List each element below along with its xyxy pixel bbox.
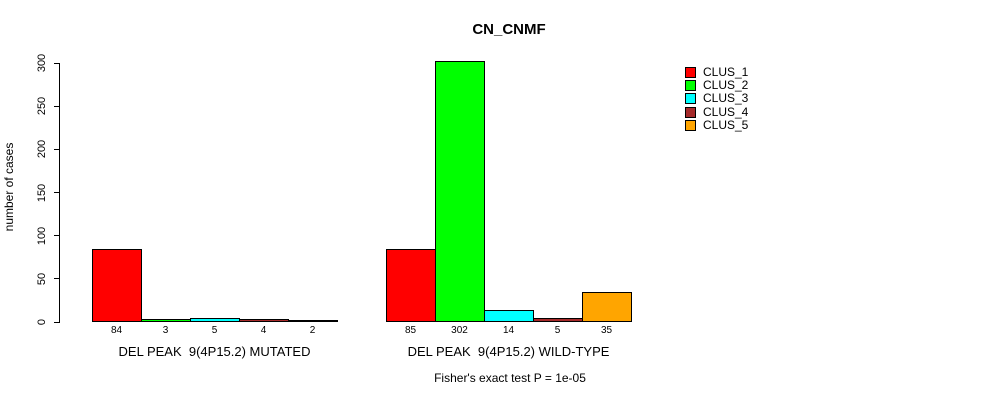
legend-label: CLUS_2 [703, 78, 749, 93]
group-label: DEL PEAK 9(4P15.2) WILD-TYPE [407, 344, 610, 359]
y-tick-label: 200 [36, 140, 48, 159]
legend-swatch [685, 93, 696, 105]
legend-label: CLUS_4 [703, 104, 749, 119]
y-tick-label: 250 [36, 96, 48, 116]
y-tick [54, 148, 60, 150]
bar [484, 309, 534, 322]
y-tick-label: 100 [36, 226, 48, 245]
group-label: DEL PEAK 9(4P15.2) MUTATED [118, 344, 311, 359]
chart-title: CN_CNMF [472, 21, 546, 38]
y-tick [54, 235, 60, 237]
y-tick [54, 105, 60, 107]
y-tick [54, 321, 60, 323]
legend-label: CLUS_5 [703, 117, 749, 132]
bar-value-label: 2 [309, 325, 316, 336]
y-tick [54, 62, 60, 64]
bar [92, 249, 142, 322]
y-axis-label: number of cases [2, 142, 16, 232]
bar [435, 61, 485, 322]
bar [582, 291, 632, 322]
bar [141, 319, 191, 322]
legend-swatch [685, 80, 696, 92]
y-tick [54, 278, 60, 280]
bar-value-label: 4 [260, 325, 267, 336]
bar [190, 317, 240, 322]
bar-value-label: 5 [554, 325, 561, 336]
legend-swatch [685, 67, 696, 78]
legend-label: CLUS_3 [703, 91, 749, 106]
y-tick-label: 50 [36, 272, 48, 285]
y-tick-label: 300 [36, 53, 48, 73]
bar [533, 317, 583, 322]
bar [239, 318, 289, 322]
bar-value-label: 14 [502, 325, 515, 336]
bar-value-label: 85 [404, 325, 417, 336]
legend-swatch [685, 106, 696, 118]
bar-value-label: 84 [110, 325, 123, 336]
y-tick [54, 192, 60, 193]
bar-value-label: 35 [600, 325, 613, 336]
y-tick-label: 0 [36, 318, 48, 326]
bar-value-label: 3 [162, 325, 169, 336]
bar-value-label: 302 [451, 325, 468, 336]
legend-swatch [685, 119, 696, 131]
y-tick-label: 150 [36, 183, 48, 202]
legend-label: CLUS_1 [703, 65, 749, 79]
bar [386, 248, 436, 322]
footnote: Fisher's exact test P = 1e-05 [434, 371, 586, 385]
bar [288, 320, 338, 323]
bar-value-label: 5 [211, 325, 218, 336]
